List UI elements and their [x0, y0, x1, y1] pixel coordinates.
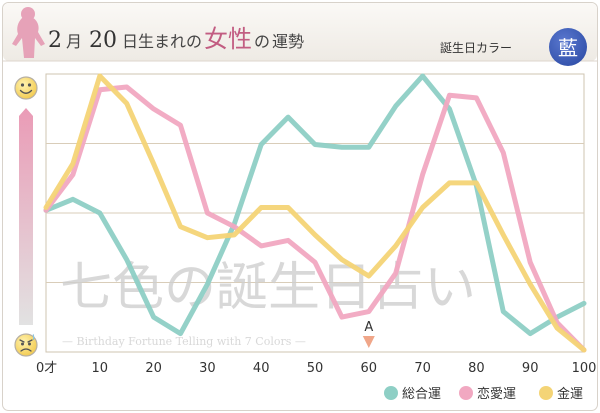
plot-area: 七色の誕生日占い — Birthday Fortune Telling with… — [43, 73, 587, 353]
x-tick-label: 40 — [253, 361, 270, 376]
watermark-subtitle: — Birthday Fortune Telling with 7 Colors… — [62, 335, 306, 348]
legend-label: 恋愛運 — [477, 386, 516, 402]
x-tick-label: 90 — [522, 361, 539, 376]
series-line-3 — [43, 73, 587, 353]
age-marker-arrow — [362, 336, 375, 348]
series-line-2 — [43, 84, 587, 353]
legend-swatch — [539, 386, 553, 400]
birth-color-label: 誕生日カラー — [440, 41, 512, 55]
legend-swatch — [384, 386, 398, 400]
worried-face-icon — [14, 333, 38, 357]
x-tick-label: 80 — [468, 361, 485, 376]
x-tick-label: 30 — [199, 361, 216, 376]
smile-face-icon — [14, 76, 38, 100]
x-tick-label: 100 — [572, 361, 597, 376]
legend-swatch — [459, 386, 473, 400]
watermark-brand: 七色の誕生日占い — [60, 258, 476, 318]
x-tick-label: 70 — [414, 361, 431, 376]
mood-gradient-bar — [19, 108, 33, 325]
legend-label: 総合運 — [402, 387, 441, 402]
title-day-number: 20 — [89, 28, 117, 53]
x-tick-label: 50 — [307, 361, 324, 376]
birth-color-badge: 藍 — [549, 28, 587, 66]
age-marker-label: A — [364, 320, 373, 335]
legend: 総合運 恋愛運 金運 — [384, 386, 583, 402]
series-lines — [43, 73, 587, 353]
title-fortune: 運勢 — [272, 32, 304, 51]
title-birth-text: 日生まれの — [122, 32, 202, 51]
woman-silhouette-icon — [12, 7, 45, 58]
x-axis-ticks: 0才 10 20 30 40 50 60 70 80 90 100 — [36, 361, 596, 376]
x-tick-label: 10 — [92, 361, 109, 376]
header-background — [3, 3, 597, 61]
x-tick-label: 60 — [361, 361, 378, 376]
age-marker: A — [362, 320, 375, 348]
chart-header: 2 月 20 日生まれの女性の運勢 誕生日カラー 藍 — [3, 3, 597, 66]
title-month-unit: 月 — [66, 32, 82, 51]
mood-scale — [14, 76, 38, 357]
x-tick-label: 20 — [145, 361, 162, 376]
x-tick-label: 0才 — [36, 361, 57, 376]
series-line-1 — [43, 73, 587, 337]
title-gender: 女性 — [204, 25, 252, 53]
title-particle: の — [254, 32, 270, 51]
legend-label: 金運 — [557, 386, 583, 402]
title-month-number: 2 — [48, 28, 62, 53]
birth-color-name: 藍 — [558, 36, 578, 60]
